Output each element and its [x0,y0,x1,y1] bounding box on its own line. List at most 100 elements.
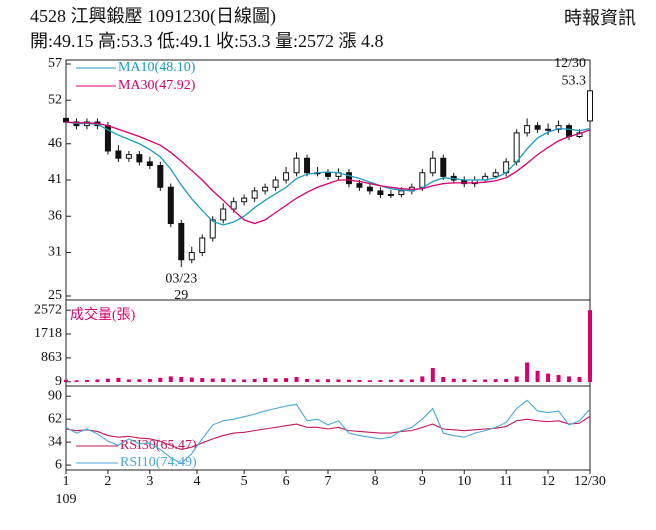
x-tick-label: 9 [419,474,426,489]
volume-bar [546,373,551,382]
candle-body [199,237,206,253]
frame [65,59,591,471]
y-tick-label: 2572 [34,302,62,317]
volume-bar [430,368,435,382]
volume-bar [294,376,299,382]
candle-body [63,117,69,123]
candle-body [345,172,352,185]
candle-body [356,183,363,188]
candle-body [534,125,541,130]
volume-bar [179,376,184,382]
x-tick-label: 3 [146,474,153,489]
source: 時報資訊 [564,8,636,28]
volume-bar [284,378,289,382]
candle-body [167,186,174,224]
volume-bar [451,378,456,382]
candle-body [366,186,373,192]
volume-bar [305,378,310,382]
candle-body [188,252,195,261]
volume-bar [420,376,425,382]
x-tick-label: 2 [104,474,111,489]
volume-bar [326,379,330,382]
candle-body [209,219,216,239]
candle-body [241,197,248,203]
volume-bar [95,379,100,382]
volume-bar [472,379,477,382]
candle-body [178,223,185,261]
candle-body [513,132,520,163]
candle-body [398,190,405,195]
chart-title: 4528 江興鍛壓 1091230(日線圖) [30,6,276,27]
volume-bar [399,379,404,382]
candle-body [524,125,531,134]
volume-bar [105,378,110,382]
y-tick-label: 90 [48,388,62,403]
volume-bar [336,379,341,382]
volume-bar [189,377,194,382]
y-tick-label: 36 [48,208,62,223]
x-tick-label: 8 [372,474,379,489]
candle-body [125,154,132,159]
candle-body [566,125,573,137]
volume-bar [242,379,247,382]
x-sublabel: 109 [56,492,77,507]
volume-bar [556,375,561,382]
candle-body [429,157,436,174]
y-tick-label: 6 [55,457,62,472]
x-tick-label: 12 [541,474,555,489]
ma-line [65,121,591,226]
y-tick-label: 62 [48,411,62,426]
legend-label: MA10(48.10) [118,60,196,75]
y-tick-label: 52 [48,92,62,107]
volume-bar [221,378,226,382]
volume-bar [588,310,592,382]
candle-body [293,157,300,174]
volume-bar [504,378,509,382]
y-tick-label: 25 [48,288,62,303]
volume-bar [74,380,79,382]
volume-bar [462,379,467,382]
volume-bar [409,379,414,382]
volume-bar [567,376,572,382]
candle-body [492,172,499,177]
volume-bar [200,378,205,382]
candle-body [262,186,269,192]
legend-label: RSI30(65.47) [120,438,197,453]
volume-bar [263,377,268,382]
y-tick-label: 46 [48,136,62,151]
x-tick-label: 11 [499,474,512,489]
candle-body [157,165,164,188]
volume-bar [64,379,68,382]
candle-body [377,190,384,195]
volume-bar [210,378,215,382]
volume-bar [315,379,320,382]
candle-body [387,194,394,196]
volume-bar [168,376,173,382]
panel-title: 成交量(張) [70,306,136,323]
y-tick-label: 9 [55,374,62,389]
candle-body [136,154,143,163]
candle-body [555,125,562,130]
x-tick-label: 1 [63,474,70,489]
volume-bar [441,376,446,382]
candle-body [283,172,290,181]
candle-body [146,161,153,166]
candle-body [545,128,552,131]
ma-line [65,121,591,225]
rsi-line [65,399,591,465]
annotation: 12/30 [554,56,586,71]
volume-bar [231,379,236,382]
candle-body [419,172,426,188]
volume-bar [493,379,498,382]
volume-bar [346,379,351,382]
volume-bar [84,380,89,382]
x-tick-label: 5 [241,474,248,489]
candle-body [115,150,122,159]
volume-bar [525,362,530,382]
volume-bar [273,378,278,382]
y-tick-label: 863 [41,350,62,365]
y-tick-label: 57 [48,56,62,71]
candle-body [587,90,593,122]
annotation: 29 [174,288,188,303]
